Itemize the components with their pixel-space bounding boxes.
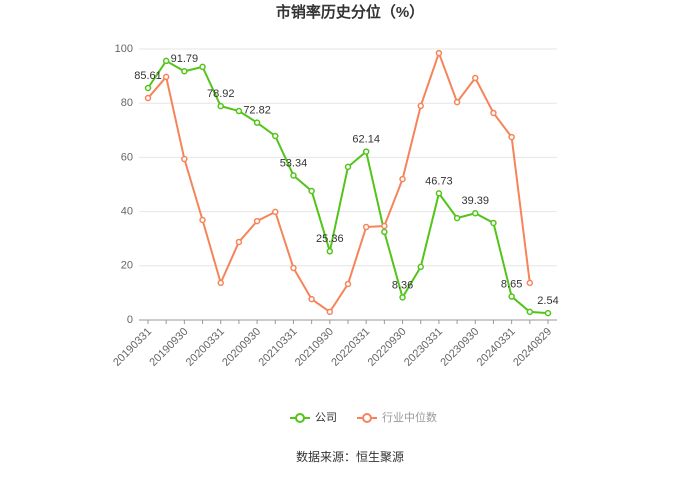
data-point (381, 222, 388, 230)
data-point (399, 175, 406, 183)
data-label: 8.65 (501, 278, 522, 290)
x-tick-label: 20230930 (438, 326, 481, 369)
x-tick-label: 20210331 (257, 326, 300, 369)
data-label: 2.54 (537, 295, 558, 307)
y-tick-label: 80 (121, 97, 133, 109)
data-point (308, 295, 315, 303)
data-point (453, 98, 461, 106)
data-point (526, 279, 534, 287)
chart-title: 市销率历史分位（%） (276, 3, 424, 21)
data-point (253, 119, 261, 126)
data-point (199, 216, 206, 224)
data-label: 39.39 (462, 195, 490, 207)
data-label: 46.73 (425, 175, 453, 187)
data-point (472, 210, 479, 217)
data-point (435, 190, 443, 197)
x-tick-label: 20190331 (111, 326, 154, 369)
data-label: 85.61 (134, 70, 162, 82)
x-tick-label: 20200331 (184, 326, 227, 369)
data-point (526, 308, 534, 316)
data-point (235, 107, 243, 115)
data-point (290, 264, 297, 272)
x-tick-label: 20190930 (147, 326, 190, 369)
legend-label: 行业中位数 (382, 410, 437, 424)
x-tick-label: 20210930 (293, 326, 336, 369)
legend-icon (362, 413, 372, 423)
data-point (344, 280, 352, 288)
data-point (253, 217, 261, 225)
data-point (435, 49, 443, 57)
data-point (272, 208, 279, 216)
data-label: 78.92 (207, 88, 235, 100)
y-tick-label: 20 (121, 260, 133, 272)
data-point (381, 228, 388, 236)
data-point (344, 163, 352, 171)
y-tick-label: 100 (115, 43, 133, 55)
data-point (544, 309, 552, 317)
data-point (217, 279, 224, 287)
data-point (162, 57, 170, 65)
data-point (417, 102, 424, 110)
data-point (199, 63, 206, 71)
data-point (453, 214, 461, 222)
data-point (290, 172, 297, 179)
x-tick-label: 20240829 (511, 326, 554, 369)
data-point (181, 155, 188, 163)
data-point (162, 73, 170, 81)
y-tick-label: 40 (121, 206, 133, 218)
data-point (144, 84, 152, 92)
legend-icon (295, 413, 305, 423)
data-point (326, 248, 334, 255)
y-tick-label: 60 (121, 151, 133, 163)
x-tick-label: 20240331 (475, 326, 518, 369)
data-point (399, 294, 406, 301)
source: 数据来源：恒生聚源 (296, 449, 404, 464)
series-line (147, 50, 531, 314)
data-point (235, 238, 243, 246)
data-label: 62.14 (352, 134, 380, 146)
data-label: 8.36 (392, 279, 413, 291)
data-point (490, 219, 497, 227)
x-tick-label: 20200930 (220, 326, 263, 369)
y-tick-label: 0 (127, 314, 133, 326)
x-tick-label: 20220930 (366, 326, 409, 369)
data-point (417, 263, 424, 271)
data-point (144, 94, 152, 102)
data-point (472, 74, 479, 82)
data-point (508, 293, 515, 300)
data-point (217, 102, 224, 110)
data-point (362, 223, 370, 231)
x-tick-label: 20220331 (329, 326, 372, 369)
data-point (272, 132, 279, 140)
data-point (508, 133, 515, 141)
data-point (308, 187, 315, 195)
data-point (326, 308, 334, 316)
data-point (490, 109, 497, 117)
data-label: 91.79 (171, 53, 199, 65)
data-point (181, 67, 188, 75)
x-tick-label: 20230331 (402, 326, 445, 369)
data-label: 25.36 (316, 233, 344, 245)
legend-label: 公司 (315, 412, 337, 424)
data-label: 53.34 (280, 157, 308, 169)
data-label: 72.82 (243, 105, 271, 117)
data-point (362, 148, 370, 155)
